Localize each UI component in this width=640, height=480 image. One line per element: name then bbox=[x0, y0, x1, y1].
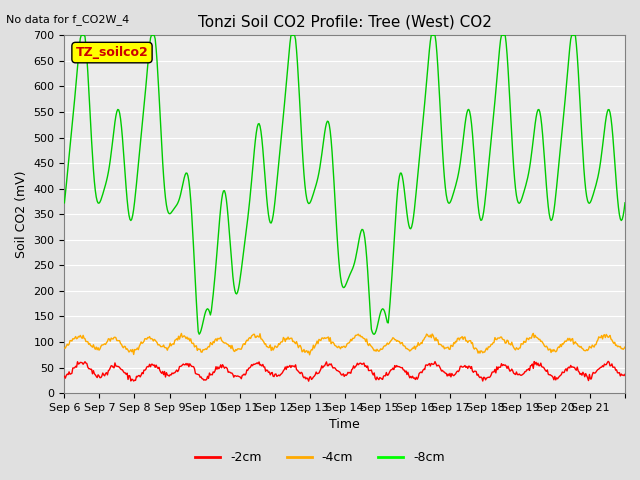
Text: TZ_soilco2: TZ_soilco2 bbox=[76, 46, 148, 59]
Y-axis label: Soil CO2 (mV): Soil CO2 (mV) bbox=[15, 170, 28, 258]
Title: Tonzi Soil CO2 Profile: Tree (West) CO2: Tonzi Soil CO2 Profile: Tree (West) CO2 bbox=[198, 15, 492, 30]
Legend: -2cm, -4cm, -8cm: -2cm, -4cm, -8cm bbox=[190, 446, 450, 469]
X-axis label: Time: Time bbox=[330, 419, 360, 432]
Text: No data for f_CO2W_4: No data for f_CO2W_4 bbox=[6, 14, 130, 25]
